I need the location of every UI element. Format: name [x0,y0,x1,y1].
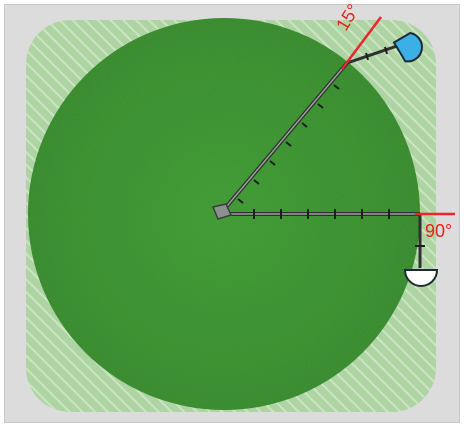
start-angle-marker [341,16,382,70]
end-gun-half-circle-icon[interactable] [403,269,439,287]
diagonal-pivot-arm[interactable] [220,42,404,214]
overhang-ticks [365,46,388,61]
diagonal-arm-ticks [237,84,340,204]
pivot-center-icon[interactable] [211,203,233,220]
end-angle-label: 90° [425,221,453,241]
horizontal-pivot-arm[interactable] [222,209,425,268]
horizontal-arm-ticks [253,209,390,219]
end-gun-half-circle-icon[interactable] [392,31,425,64]
